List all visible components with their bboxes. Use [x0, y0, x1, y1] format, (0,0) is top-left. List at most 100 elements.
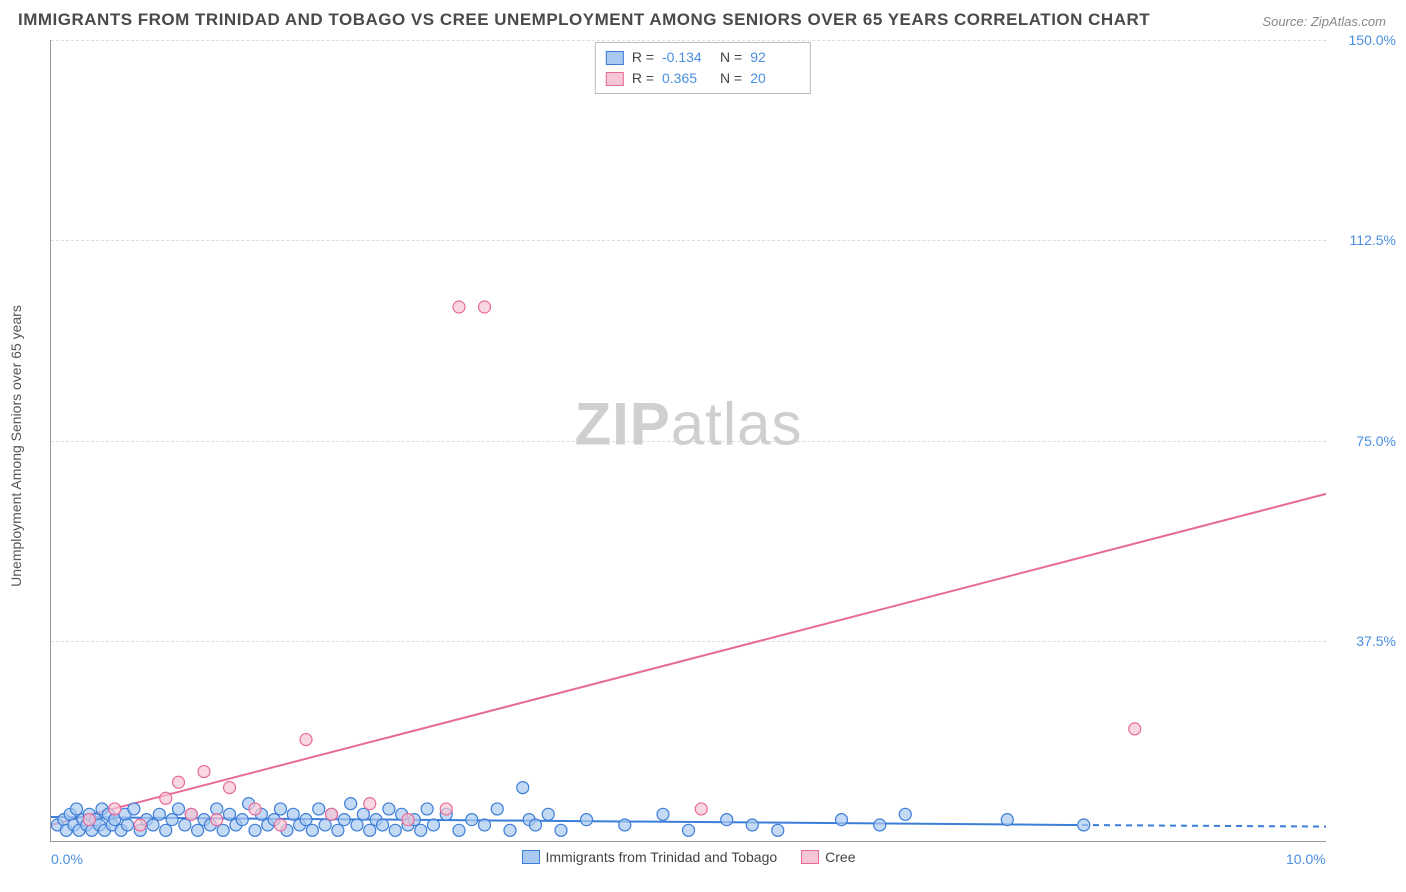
- data-point-blue: [364, 824, 376, 836]
- legend-r-value: 0.365: [662, 68, 712, 89]
- legend-swatch: [606, 72, 624, 86]
- data-point-blue: [491, 803, 503, 815]
- data-point-blue: [332, 824, 344, 836]
- data-point-pink: [440, 803, 452, 815]
- legend-series-item: Immigrants from Trinidad and Tobago: [522, 849, 778, 865]
- legend-series-item: Cree: [801, 849, 855, 865]
- data-point-blue: [160, 824, 172, 836]
- data-point-pink: [453, 301, 465, 313]
- data-point-blue: [179, 819, 191, 831]
- data-point-blue: [153, 808, 165, 820]
- source-value: ZipAtlas.com: [1311, 14, 1386, 29]
- y-axis-label: Unemployment Among Seniors over 65 years: [8, 305, 24, 587]
- legend-row: R = 0.365 N = 20: [606, 68, 800, 89]
- data-point-blue: [345, 798, 357, 810]
- data-point-pink: [211, 814, 223, 826]
- chart-title: IMMIGRANTS FROM TRINIDAD AND TOBAGO VS C…: [18, 10, 1150, 30]
- data-point-blue: [249, 824, 261, 836]
- data-point-blue: [721, 814, 733, 826]
- legend-series-label: Cree: [825, 849, 855, 865]
- legend-r-value: -0.134: [662, 47, 712, 68]
- legend-swatch: [606, 51, 624, 65]
- data-point-blue: [173, 803, 185, 815]
- data-point-blue: [351, 819, 363, 831]
- data-point-blue: [874, 819, 886, 831]
- data-point-blue: [306, 824, 318, 836]
- legend-row: R = -0.134 N = 92: [606, 47, 800, 68]
- source-attribution: Source: ZipAtlas.com: [1262, 14, 1386, 29]
- legend-n-value: 20: [750, 68, 800, 89]
- data-point-pink: [160, 792, 172, 804]
- ytick-label: 75.0%: [1336, 433, 1396, 449]
- data-point-blue: [1078, 819, 1090, 831]
- data-point-pink: [83, 814, 95, 826]
- data-point-blue: [517, 782, 529, 794]
- data-point-pink: [224, 782, 236, 794]
- data-point-blue: [746, 819, 758, 831]
- data-point-blue: [147, 819, 159, 831]
- trend-line-blue-dashed: [1071, 825, 1326, 827]
- data-point-blue: [122, 819, 134, 831]
- data-point-blue: [319, 819, 331, 831]
- data-point-blue: [836, 814, 848, 826]
- data-point-blue: [421, 803, 433, 815]
- ytick-label: 37.5%: [1336, 633, 1396, 649]
- chart-plot-area: ZIPatlas 37.5%75.0%112.5%150.0%0.0%10.0%…: [50, 40, 1326, 842]
- data-point-pink: [198, 766, 210, 778]
- data-point-blue: [555, 824, 567, 836]
- data-point-pink: [185, 808, 197, 820]
- ytick-label: 150.0%: [1336, 32, 1396, 48]
- data-point-blue: [1001, 814, 1013, 826]
- data-point-blue: [287, 808, 299, 820]
- legend-r-label: R =: [632, 68, 654, 89]
- legend-series: Immigrants from Trinidad and Tobago Cree: [522, 849, 856, 865]
- data-point-blue: [217, 824, 229, 836]
- data-point-blue: [128, 803, 140, 815]
- data-point-blue: [224, 808, 236, 820]
- legend-series-label: Immigrants from Trinidad and Tobago: [546, 849, 778, 865]
- data-point-blue: [357, 808, 369, 820]
- ytick-label: 112.5%: [1336, 232, 1396, 248]
- legend-r-label: R =: [632, 47, 654, 68]
- data-point-blue: [300, 814, 312, 826]
- data-point-pink: [275, 819, 287, 831]
- data-point-blue: [453, 824, 465, 836]
- data-point-pink: [109, 803, 121, 815]
- xtick-label: 0.0%: [51, 851, 83, 867]
- data-point-blue: [192, 824, 204, 836]
- data-point-blue: [338, 814, 350, 826]
- data-point-blue: [619, 819, 631, 831]
- data-point-pink: [695, 803, 707, 815]
- data-point-pink: [134, 819, 146, 831]
- xtick-label: 10.0%: [1286, 851, 1326, 867]
- data-point-blue: [313, 803, 325, 815]
- legend-correlation: R = -0.134 N = 92 R = 0.365 N = 20: [595, 42, 811, 94]
- data-point-blue: [71, 803, 83, 815]
- data-point-pink: [402, 814, 414, 826]
- data-point-blue: [415, 824, 427, 836]
- data-point-pink: [326, 808, 338, 820]
- legend-n-label: N =: [720, 47, 742, 68]
- data-point-blue: [504, 824, 516, 836]
- data-point-blue: [899, 808, 911, 820]
- trend-line-pink: [51, 494, 1326, 825]
- data-point-blue: [657, 808, 669, 820]
- data-point-blue: [275, 803, 287, 815]
- legend-n-label: N =: [720, 68, 742, 89]
- data-point-blue: [772, 824, 784, 836]
- legend-swatch: [801, 850, 819, 864]
- data-point-pink: [1129, 723, 1141, 735]
- legend-swatch: [522, 850, 540, 864]
- data-point-blue: [383, 803, 395, 815]
- legend-n-value: 92: [750, 47, 800, 68]
- data-point-pink: [364, 798, 376, 810]
- data-point-blue: [377, 819, 389, 831]
- data-point-pink: [249, 803, 261, 815]
- data-point-blue: [683, 824, 695, 836]
- data-point-blue: [428, 819, 440, 831]
- data-point-pink: [300, 734, 312, 746]
- data-point-pink: [479, 301, 491, 313]
- scatter-plot-svg: [51, 40, 1326, 841]
- data-point-blue: [389, 824, 401, 836]
- data-point-blue: [479, 819, 491, 831]
